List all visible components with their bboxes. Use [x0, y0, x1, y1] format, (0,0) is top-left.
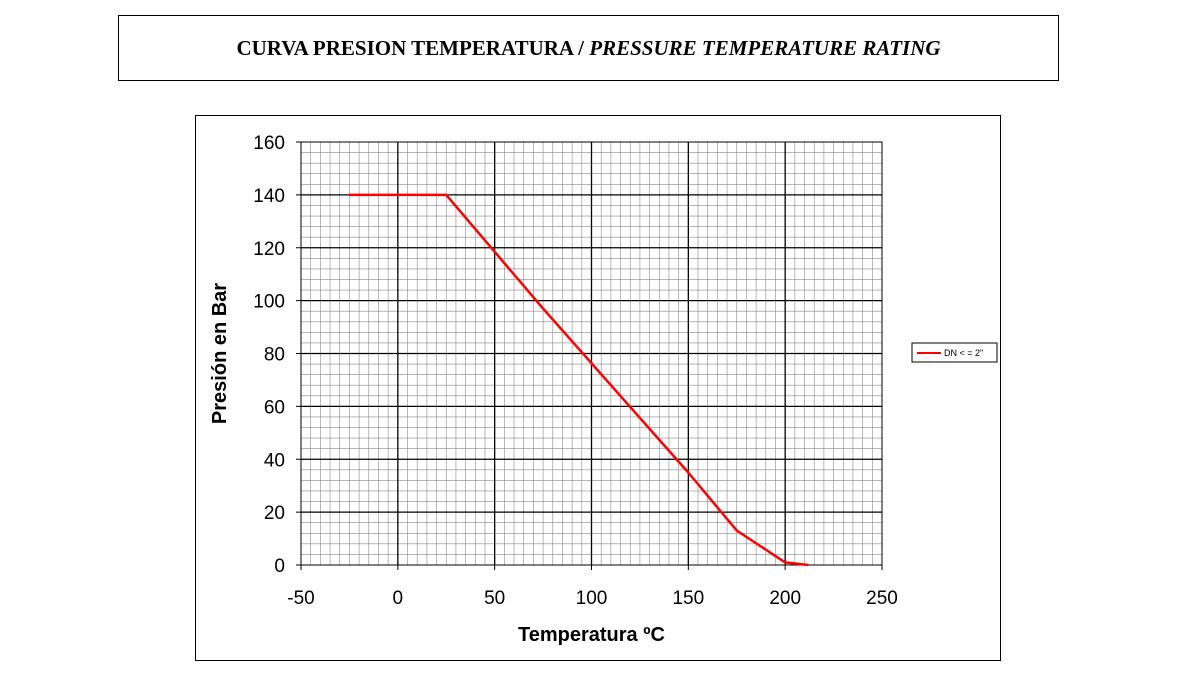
major-grid [301, 142, 882, 565]
x-tick-label: 100 [576, 588, 608, 609]
y-tick-label: 120 [253, 239, 285, 260]
y-tick-label: 60 [264, 397, 285, 418]
title-spanish: CURVA PRESION TEMPERATURA / [236, 35, 585, 60]
x-tick-label: 250 [866, 588, 898, 609]
series-layer [349, 193, 809, 567]
legend-label: DN < = 2" [944, 348, 983, 358]
y-axis-title: Presión en Bar [209, 283, 231, 424]
title-english: PRESSURE TEMPERATURE RATING [589, 35, 941, 60]
chart-frame: 0 20 40 60 80 100 120 140 160 -50 0 50 100 150 200 250… [195, 115, 1001, 661]
y-tick-label: 100 [253, 292, 285, 313]
x-tick-label: 0 [393, 588, 404, 609]
y-tick-label: 80 [264, 345, 285, 366]
legend-box [911, 342, 998, 363]
y-tick-label: 160 [253, 133, 285, 154]
y-tick-label: 140 [253, 186, 285, 207]
x-axis-title: Temperatura ºC [518, 624, 665, 646]
series-line-dn-2 [349, 193, 809, 567]
x-axis-ticks: -50 0 50 100 150 200 250 [287, 565, 898, 609]
y-tick-label: 20 [264, 503, 285, 524]
y-tick-label: 40 [264, 450, 285, 471]
x-tick-label: 50 [484, 588, 505, 609]
y-tick-label: 0 [274, 556, 285, 577]
chart-title-box: CURVA PRESION TEMPERATURA / PRESSURE TEM… [118, 15, 1059, 81]
x-tick-label: -50 [287, 588, 314, 609]
y-axis-ticks: 0 20 40 60 80 100 120 140 160 [253, 133, 301, 577]
x-tick-label: 150 [672, 588, 704, 609]
legend: DN < = 2" [911, 342, 998, 363]
x-tick-label: 200 [769, 588, 801, 609]
